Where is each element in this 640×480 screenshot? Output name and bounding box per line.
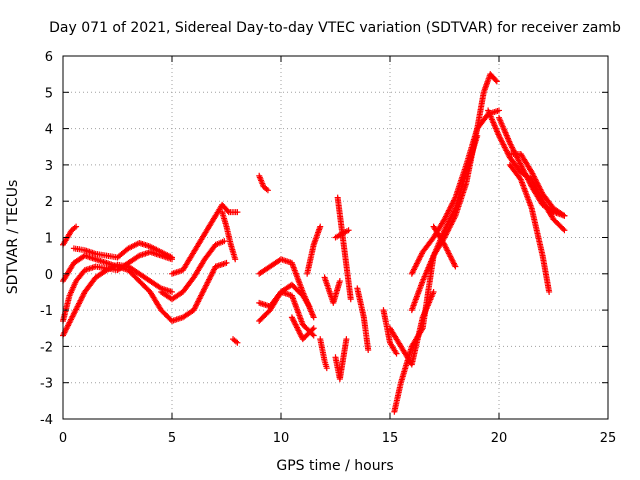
y-tick-label: 6 <box>45 50 53 65</box>
series-arc-j <box>256 172 271 194</box>
series-arc-v <box>380 307 400 357</box>
series-arc-ad <box>496 114 568 219</box>
data-point <box>323 365 330 372</box>
series-arc-s <box>332 336 350 383</box>
series-arc-h <box>219 209 239 263</box>
data-point <box>393 350 400 357</box>
data-point <box>546 288 553 295</box>
data-point <box>310 325 317 332</box>
y-tick-label: 2 <box>45 195 53 210</box>
series-arc-d <box>60 223 80 248</box>
data-point <box>336 278 343 285</box>
data-point-fill <box>492 77 499 84</box>
x-tick-label: 0 <box>59 431 67 446</box>
data-point <box>345 227 352 234</box>
x-axis-label: GPS time / hours <box>276 458 393 474</box>
data-point <box>452 263 459 270</box>
data-point <box>234 209 241 216</box>
series-arc-ab <box>430 223 459 270</box>
data-point <box>561 212 568 219</box>
tick-marks <box>62 55 609 420</box>
chart-title: Day 071 of 2021, Sidereal Day-to-day VTE… <box>49 20 621 36</box>
series-arc-x <box>391 252 437 415</box>
data-point <box>234 339 241 346</box>
data-point <box>264 187 271 194</box>
y-tick-label: -3 <box>40 377 53 392</box>
y-tick-label: 4 <box>45 123 53 138</box>
data-point <box>232 256 239 263</box>
data-point-fill <box>224 207 231 214</box>
data-point <box>221 238 228 245</box>
x-tick-label: 15 <box>382 431 399 446</box>
series-arc-c <box>60 249 175 324</box>
x-tick-label: 20 <box>491 431 508 446</box>
y-tick-label: 1 <box>45 232 53 247</box>
data-point <box>493 78 500 85</box>
data-point <box>347 296 354 303</box>
series-arc-n <box>288 314 317 343</box>
data-point <box>430 288 437 295</box>
series-arc-e <box>70 239 175 261</box>
data-points <box>60 71 568 415</box>
series-arc-u <box>354 285 372 354</box>
x-tick-label: 25 <box>600 431 617 446</box>
y-tick-label: -1 <box>40 304 53 319</box>
series-arc-g <box>169 201 241 277</box>
data-point-fill <box>560 211 567 218</box>
y-tick-label: -4 <box>40 413 53 428</box>
y-axis-label: SDTVAR / TECUs <box>5 180 21 295</box>
data-point-fill <box>309 326 316 333</box>
y-tick-label: 3 <box>45 159 53 174</box>
y-tick-label: 0 <box>45 268 53 283</box>
data-point <box>561 227 568 234</box>
data-point <box>73 223 80 230</box>
data-point <box>310 332 317 339</box>
data-point-fill <box>418 326 425 333</box>
series-arc-af <box>506 161 553 295</box>
series-arc-p <box>317 336 330 372</box>
series-arc-b <box>60 252 230 324</box>
series-arc-z <box>408 107 502 277</box>
series-arc-t <box>334 194 354 303</box>
y-axis-ticks: -4 -3 -2 -1 0 1 2 3 4 5 6 <box>40 50 53 428</box>
data-point <box>317 223 324 230</box>
data-point <box>343 336 350 343</box>
series-arc-i <box>230 336 241 346</box>
x-tick-label: 5 <box>168 431 176 446</box>
series-arc-l <box>256 256 317 321</box>
y-tick-label: 5 <box>45 86 53 101</box>
data-point-fill <box>560 226 567 233</box>
data-point <box>310 314 317 321</box>
x-tick-label: 10 <box>273 431 290 446</box>
y-tick-label: -2 <box>40 340 53 355</box>
series-arc-m <box>256 288 317 339</box>
data-point <box>365 347 372 354</box>
series-arc-k <box>256 281 313 324</box>
data-point <box>169 288 175 295</box>
data-point <box>223 259 230 266</box>
series-arc-q <box>321 274 343 306</box>
series-arc-f <box>158 238 228 303</box>
series-arc-ae <box>506 151 568 219</box>
series-arc-o <box>304 223 324 277</box>
data-point <box>496 107 502 114</box>
data-point <box>169 254 175 261</box>
x-axis-ticks: 0 5 10 15 20 25 <box>59 431 616 446</box>
